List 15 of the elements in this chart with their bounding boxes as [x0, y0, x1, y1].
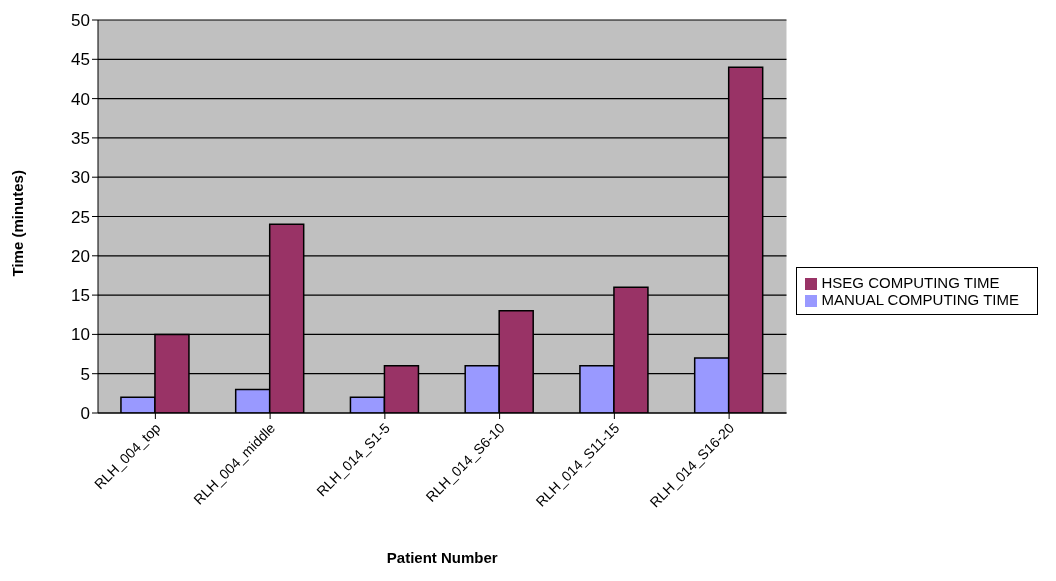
y-tick-label: 40: [71, 89, 90, 109]
y-tick-label: 25: [71, 207, 90, 227]
y-tick-label: 30: [71, 168, 90, 188]
x-axis-title: Patient Number: [386, 549, 498, 566]
y-tick-label: 15: [71, 286, 90, 306]
y-tick-label: 35: [71, 128, 90, 148]
y-tick-label: 20: [71, 246, 90, 266]
y-axis-title: Time (minutes): [9, 170, 27, 277]
legend-label: MANUAL COMPUTING TIME: [821, 290, 1019, 308]
y-tick-label: 45: [71, 50, 90, 70]
legend-label: HSEG COMPUTING TIME: [821, 273, 1000, 291]
y-tick-label: 0: [80, 404, 90, 424]
y-tick-label: 5: [80, 364, 90, 384]
y-tick-label: 10: [71, 325, 90, 345]
y-tick-label: 50: [71, 11, 90, 31]
